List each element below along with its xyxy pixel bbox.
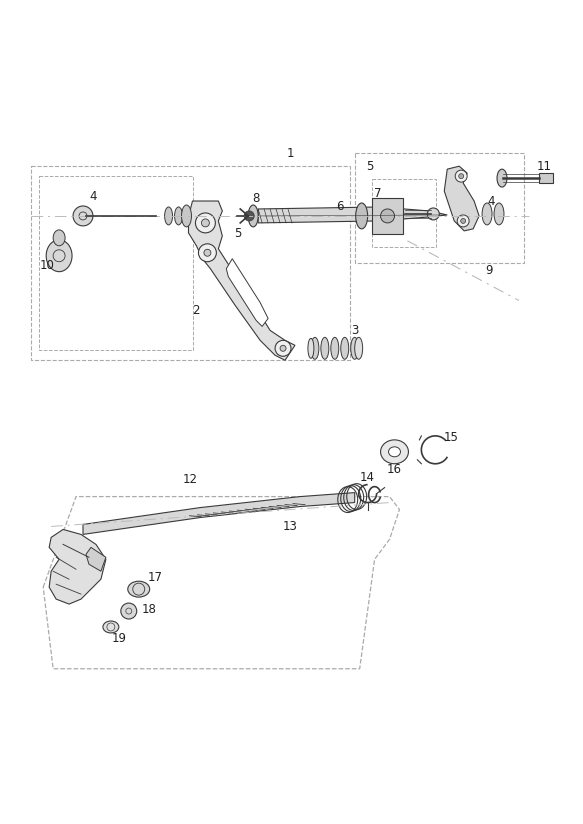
Text: 18: 18 [141, 602, 156, 616]
Ellipse shape [497, 169, 507, 187]
Text: 12: 12 [183, 473, 198, 486]
Circle shape [202, 219, 209, 227]
Circle shape [455, 171, 467, 182]
Bar [354, 153, 524, 263]
Text: 10: 10 [40, 260, 55, 272]
Text: 4: 4 [487, 194, 495, 208]
Polygon shape [188, 201, 295, 360]
Polygon shape [226, 259, 268, 326]
Circle shape [427, 208, 440, 220]
Ellipse shape [103, 621, 119, 633]
Polygon shape [444, 166, 479, 231]
Bar [371, 179, 436, 247]
Text: 11: 11 [536, 160, 552, 173]
Circle shape [275, 340, 291, 356]
Ellipse shape [381, 440, 409, 464]
Text: 9: 9 [485, 265, 493, 277]
Circle shape [459, 174, 463, 179]
Polygon shape [258, 207, 447, 223]
Polygon shape [49, 530, 106, 604]
Bar [539, 173, 553, 183]
Ellipse shape [356, 203, 368, 229]
Ellipse shape [53, 230, 65, 246]
Polygon shape [86, 547, 106, 571]
Ellipse shape [482, 203, 492, 225]
Ellipse shape [321, 337, 329, 359]
Text: 5: 5 [234, 227, 242, 241]
Bar [31, 166, 350, 360]
Ellipse shape [494, 203, 504, 225]
Ellipse shape [308, 339, 314, 358]
Circle shape [204, 250, 211, 256]
Ellipse shape [46, 240, 72, 272]
Ellipse shape [331, 337, 339, 359]
Ellipse shape [174, 207, 182, 225]
Ellipse shape [388, 447, 401, 456]
Ellipse shape [128, 581, 150, 597]
Text: 2: 2 [192, 304, 199, 317]
Ellipse shape [341, 337, 349, 359]
Circle shape [461, 218, 466, 223]
Circle shape [244, 211, 254, 221]
Text: 5: 5 [366, 160, 373, 173]
Ellipse shape [311, 337, 319, 359]
Text: 8: 8 [252, 191, 260, 204]
Circle shape [195, 213, 215, 233]
Circle shape [73, 206, 93, 226]
Circle shape [457, 215, 469, 227]
Text: 7: 7 [374, 186, 381, 199]
Text: 19: 19 [111, 632, 127, 645]
Bar [39, 176, 194, 350]
Text: 13: 13 [283, 520, 297, 533]
Text: 4: 4 [89, 190, 97, 203]
Text: 16: 16 [387, 463, 402, 476]
Ellipse shape [351, 337, 359, 359]
Ellipse shape [181, 205, 191, 227]
Text: 15: 15 [444, 432, 459, 444]
Text: 17: 17 [148, 571, 163, 583]
Text: 3: 3 [351, 324, 359, 337]
Text: 14: 14 [360, 471, 375, 485]
Ellipse shape [164, 207, 173, 225]
Ellipse shape [248, 205, 258, 227]
Circle shape [121, 603, 137, 619]
Circle shape [381, 209, 395, 223]
Text: 1: 1 [286, 147, 294, 160]
Circle shape [198, 244, 216, 262]
Ellipse shape [354, 337, 363, 359]
Text: 6: 6 [336, 200, 343, 213]
Bar [371, 198, 403, 234]
Circle shape [280, 345, 286, 351]
Polygon shape [83, 493, 354, 535]
